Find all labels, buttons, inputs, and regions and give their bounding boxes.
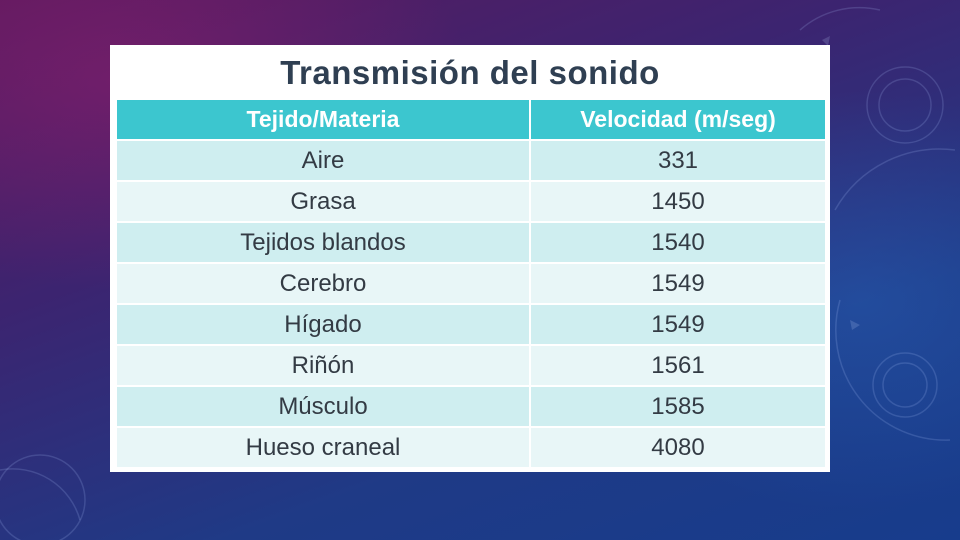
cell-tissue: Hígado [115,303,531,346]
table-row: Grasa 1450 [115,180,827,223]
cell-tissue: Grasa [115,180,531,223]
cell-tissue: Hueso craneal [115,426,531,469]
table-row: Aire 331 [115,139,827,182]
table-image: Transmisión del sonido Tejido/Materia Ve… [110,45,830,472]
cell-tissue: Riñón [115,344,531,387]
table-row: Músculo 1585 [115,385,827,428]
table-row: Hueso craneal 4080 [115,426,827,469]
table-header-row: Tejido/Materia Velocidad (m/seg) [115,98,827,141]
table-row: Tejidos blandos 1540 [115,221,827,264]
cell-velocity: 4080 [529,426,827,469]
cell-velocity: 1540 [529,221,827,264]
cell-tissue: Aire [115,139,531,182]
cell-tissue: Músculo [115,385,531,428]
table-row: Riñón 1561 [115,344,827,387]
sound-velocity-table: Tejido/Materia Velocidad (m/seg) Aire 33… [115,98,827,469]
cell-velocity: 1585 [529,385,827,428]
slide-title: Transmisión del sonido [280,54,660,91]
cell-velocity: 1561 [529,344,827,387]
cell-velocity: 1450 [529,180,827,223]
cell-velocity: 331 [529,139,827,182]
header-tissue: Tejido/Materia [115,98,531,141]
cell-tissue: Tejidos blandos [115,221,531,264]
header-velocity: Velocidad (m/seg) [529,98,827,141]
cell-velocity: 1549 [529,262,827,305]
table-row: Hígado 1549 [115,303,827,346]
table-row: Cerebro 1549 [115,262,827,305]
cell-tissue: Cerebro [115,262,531,305]
cell-velocity: 1549 [529,303,827,346]
